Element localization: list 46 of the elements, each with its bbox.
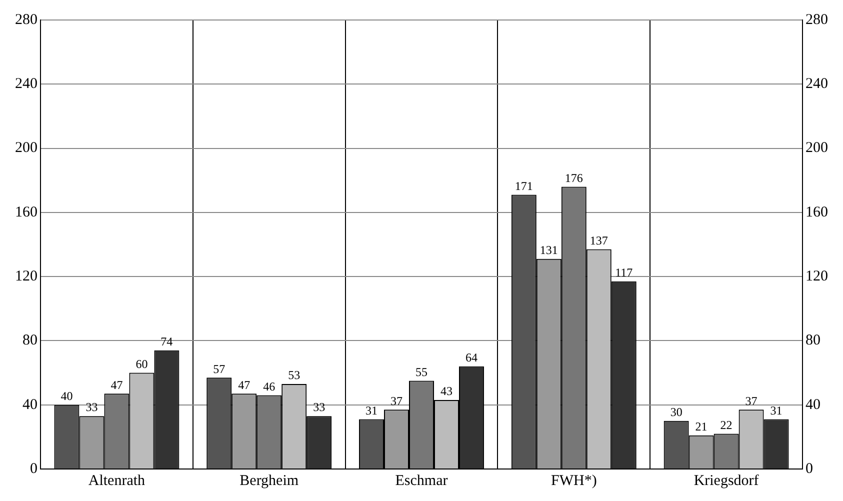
data-label: 47 <box>110 378 123 392</box>
y2-tick-label: 0 <box>806 460 813 477</box>
data-label: 137 <box>590 233 608 248</box>
data-label: 60 <box>136 356 148 371</box>
data-label: 117 <box>615 266 633 280</box>
y-tick-label: 240 <box>15 76 38 92</box>
data-label: 22 <box>720 418 732 432</box>
data-label: 30 <box>670 405 682 420</box>
data-label: 171 <box>514 178 533 193</box>
x-tick-label: Kriegsdorf <box>694 472 759 489</box>
data-label: 131 <box>540 243 558 258</box>
y-tick-label: 160 <box>15 204 38 220</box>
data-label: 21 <box>695 419 708 434</box>
x-tick-label: Bergheim <box>240 472 299 489</box>
data-label: 53 <box>288 368 300 382</box>
y2-tick-label: 80 <box>806 332 820 349</box>
data-label: 46 <box>263 379 276 394</box>
y-tick-label: 40 <box>22 396 38 413</box>
x-tick-label: Eschmar <box>395 472 448 489</box>
data-label: 55 <box>416 364 428 379</box>
data-label: 64 <box>465 350 478 365</box>
y-tick-label: 80 <box>22 332 38 349</box>
data-label: 31 <box>770 403 782 418</box>
data-label: 43 <box>440 384 452 398</box>
data-label: 47 <box>238 378 250 392</box>
data-label: 40 <box>60 389 73 404</box>
data-label: 31 <box>366 403 378 418</box>
data-label: 33 <box>313 400 326 414</box>
data-label: 37 <box>745 394 758 408</box>
y-tick-label: 200 <box>15 140 38 156</box>
y2-tick-label: 120 <box>806 268 828 285</box>
y2-tick-label: 240 <box>806 76 828 92</box>
x-tick-label: FWH*) <box>550 472 597 489</box>
y2-tick-label: 200 <box>806 140 828 156</box>
x-tick-label: Altenrath <box>88 472 146 489</box>
y-tick-label: 0 <box>30 460 38 477</box>
data-label: 176 <box>564 170 583 185</box>
y2-tick-label: 280 <box>806 12 828 28</box>
data-label: 57 <box>213 362 226 376</box>
data-label: 37 <box>390 394 403 408</box>
y-tick-label: 120 <box>15 268 38 285</box>
data-label: 33 <box>86 400 98 414</box>
y2-tick-label: 160 <box>806 204 828 220</box>
data-label: 74 <box>160 334 173 348</box>
y2-tick-label: 40 <box>806 396 820 413</box>
y-tick-label: 280 <box>15 12 38 28</box>
